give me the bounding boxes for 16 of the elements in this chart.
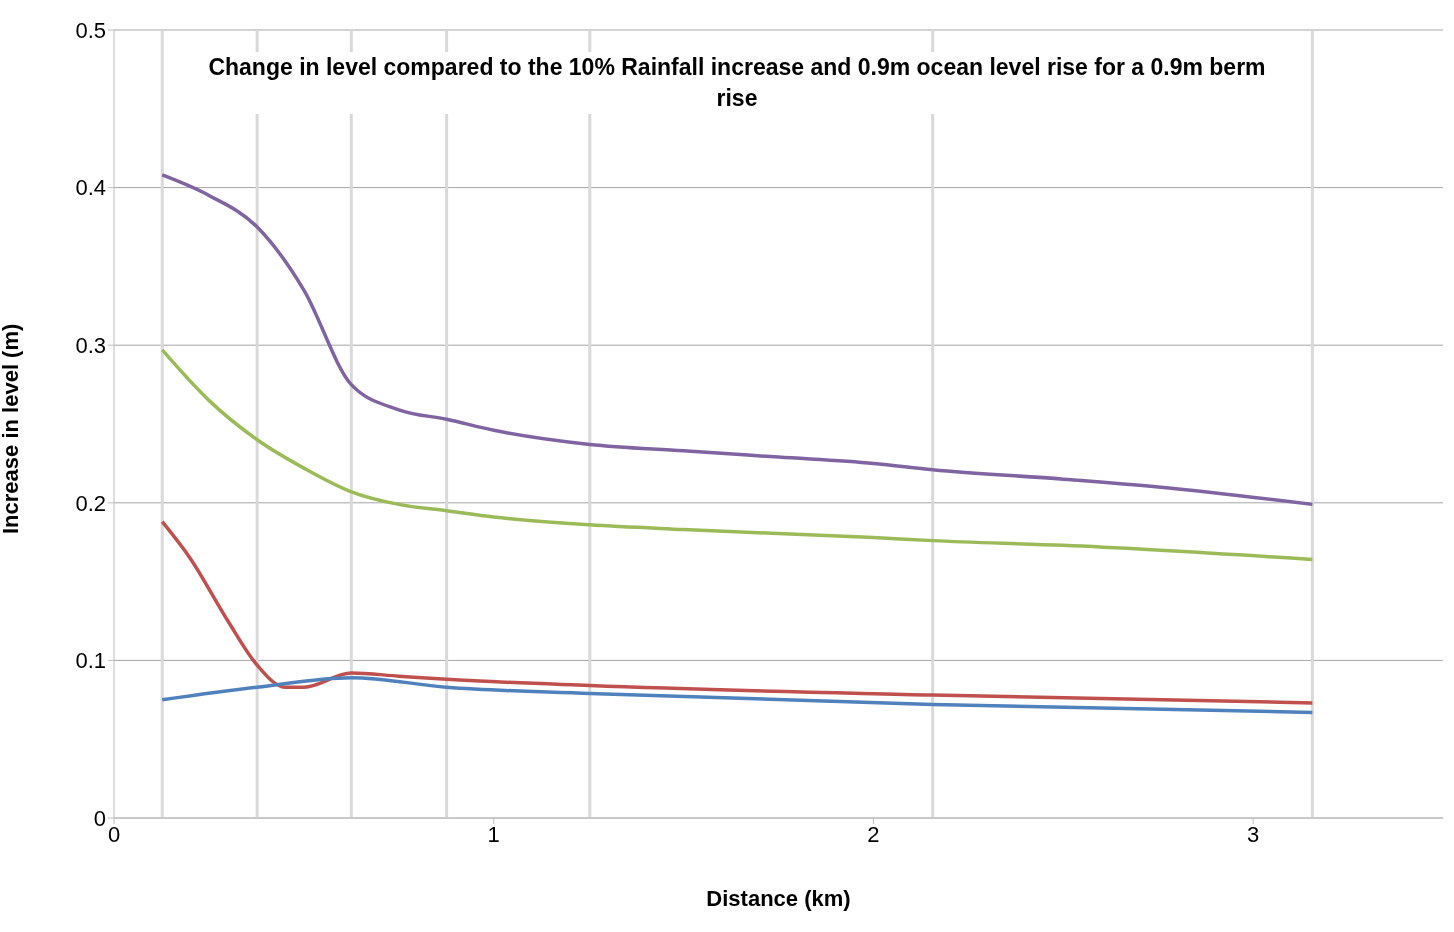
line-series <box>160 675 1315 715</box>
y-tick-label: 0.5 <box>75 17 106 43</box>
line-series <box>160 173 1315 507</box>
x-tick-label: 1 <box>487 821 500 847</box>
y-tick-label: 0.3 <box>75 333 106 359</box>
line-series <box>160 519 1315 705</box>
text: Change in level compared to the 10% Rainfall increase and 0.9m ocean level rise for a 0.9m berm rise <box>187 52 1287 114</box>
y-tick-label: 0.1 <box>75 648 106 674</box>
y-tick-label: 0.2 <box>75 490 106 516</box>
x-axis-title: Distance (km) <box>706 886 851 911</box>
x-tick-label: 2 <box>867 821 880 847</box>
y-tick-label: 0 <box>93 805 106 831</box>
line-series <box>160 348 1315 562</box>
x-tick-label: 3 <box>1247 821 1260 847</box>
y-tick-label: 0.4 <box>75 175 106 201</box>
y-axis-title: Increase in level (m) <box>0 323 23 534</box>
